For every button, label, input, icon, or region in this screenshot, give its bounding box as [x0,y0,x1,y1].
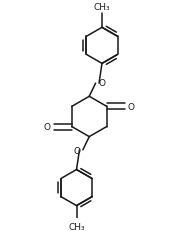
Text: CH₃: CH₃ [68,222,85,231]
Text: O: O [128,102,134,111]
Text: O: O [73,147,80,156]
Text: O: O [98,78,105,87]
Text: O: O [44,122,51,131]
Text: CH₃: CH₃ [94,3,110,12]
